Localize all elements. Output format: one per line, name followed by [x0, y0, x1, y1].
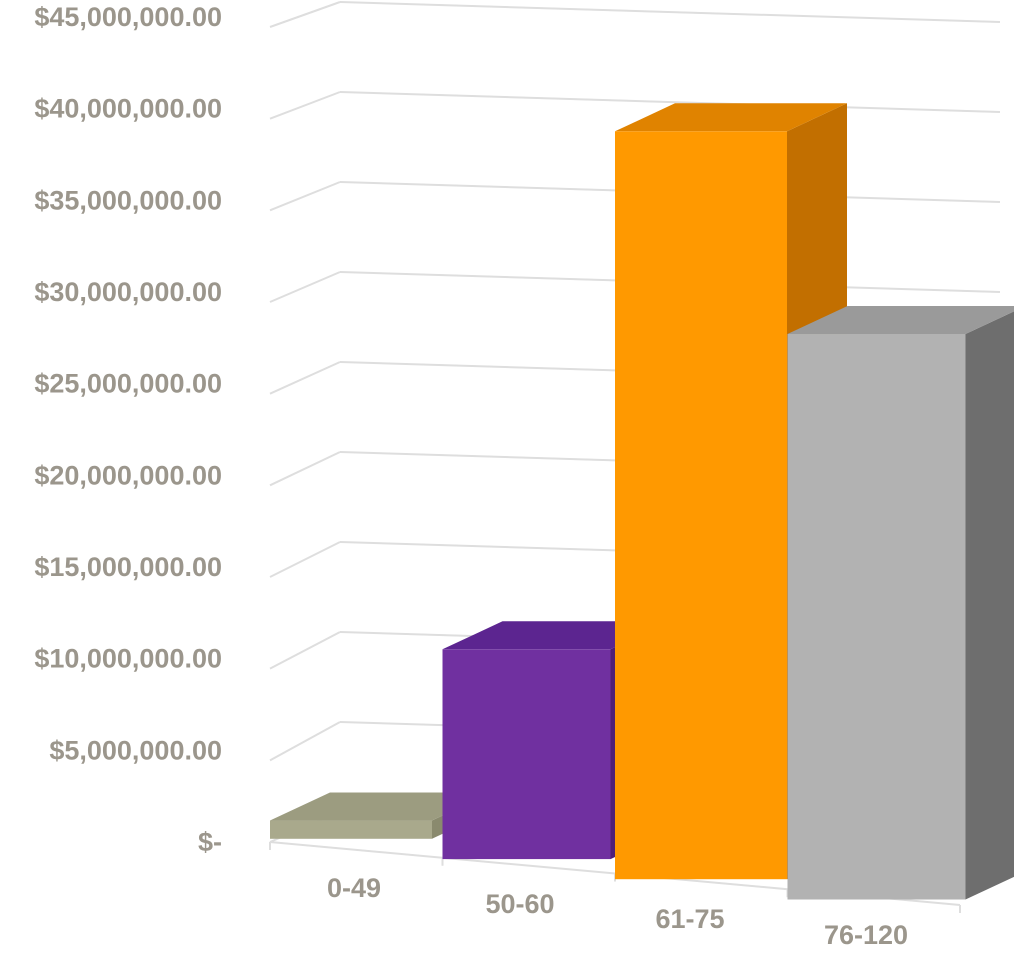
x-tick-label: 61-75	[655, 904, 724, 934]
gridline-depth	[270, 722, 340, 760]
gridline-depth	[270, 452, 340, 485]
y-tick-label: $5,000,000.00	[49, 735, 222, 765]
x-tick-label: 0-49	[327, 873, 381, 903]
y-tick-label: $10,000,000.00	[34, 644, 222, 674]
gridline-depth	[270, 2, 340, 27]
x-tick-label: 76-120	[824, 920, 908, 949]
y-tick-label: $30,000,000.00	[34, 277, 222, 307]
gridline-depth	[270, 182, 340, 210]
x-tick-label: 50-60	[485, 889, 554, 919]
y-tick-label: $40,000,000.00	[34, 94, 222, 124]
bar-76-120	[788, 334, 966, 899]
y-tick-label: $45,000,000.00	[34, 2, 222, 32]
gridline-depth	[270, 542, 340, 577]
bar-50-60	[443, 649, 611, 859]
gridline	[340, 2, 1000, 22]
y-tick-label: $25,000,000.00	[34, 369, 222, 399]
y-tick-label: $-	[198, 827, 222, 857]
y-tick-label: $15,000,000.00	[34, 552, 222, 582]
y-tick-label: $35,000,000.00	[34, 185, 222, 215]
gridline-depth	[270, 272, 340, 302]
bar-0-49	[270, 821, 432, 839]
gridline-depth	[270, 92, 340, 119]
y-tick-label: $20,000,000.00	[34, 460, 222, 490]
bar-side-76-120	[966, 306, 1014, 899]
gridline-depth	[270, 632, 340, 669]
gridline-depth	[270, 362, 340, 394]
bar-61-75	[615, 131, 787, 879]
